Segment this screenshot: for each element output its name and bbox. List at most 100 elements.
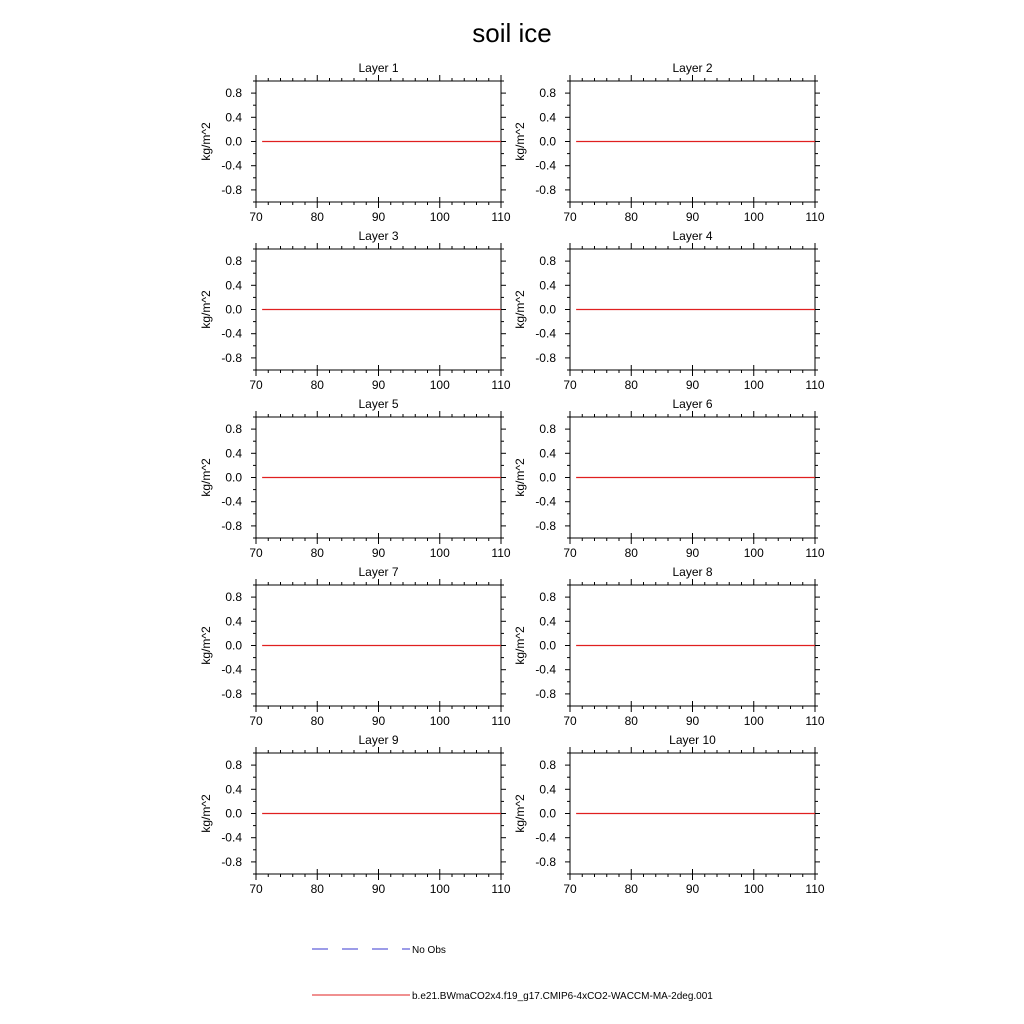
x-tick-label: 110 <box>805 714 824 728</box>
y-axis-label: kg/m^2 <box>513 122 527 161</box>
y-tick-label: 0.0 <box>225 807 242 821</box>
y-tick-label: -0.8 <box>221 687 242 701</box>
panel-title: Layer 5 <box>358 397 398 411</box>
y-tick-label: -0.8 <box>221 519 242 533</box>
x-tick-label: 90 <box>686 210 700 224</box>
x-tick-label: 90 <box>686 714 700 728</box>
y-tick-label: 0.0 <box>225 471 242 485</box>
y-axis-label: kg/m^2 <box>199 290 213 329</box>
panel-7: Layer 7 70 80 90 100 110 -0.8 -0.4 0.0 0.4 0.8 kg/m… <box>199 565 511 728</box>
y-tick-label: -0.8 <box>221 855 242 869</box>
x-tick-label: 90 <box>686 882 700 896</box>
y-tick-label: 0.0 <box>225 639 242 653</box>
y-tick-label: 0.4 <box>539 614 556 628</box>
panel-6: Layer 6 70 80 90 100 110 -0.8 -0.4 0.0 0.4 0.8 kg/m… <box>513 397 825 560</box>
panel-title: Layer 10 <box>669 733 716 747</box>
x-tick-label: 110 <box>805 546 824 560</box>
legend-obs-label: No Obs <box>412 945 446 956</box>
y-tick-label: 0.0 <box>225 135 242 149</box>
y-tick-label: -0.8 <box>221 183 242 197</box>
y-tick-label: 0.4 <box>539 446 556 460</box>
y-tick-label: -0.4 <box>221 495 242 509</box>
x-tick-label: 80 <box>311 378 325 392</box>
panel-5: Layer 5 70 80 90 100 110 -0.8 -0.4 0.0 0.4 0.8 kg/m… <box>199 397 511 560</box>
y-axis-label: kg/m^2 <box>199 458 213 497</box>
y-tick-label: 0.8 <box>539 758 556 772</box>
y-tick-label: 0.8 <box>539 86 556 100</box>
x-tick-label: 90 <box>372 378 386 392</box>
y-tick-label: 0.8 <box>225 758 242 772</box>
y-tick-label: 0.4 <box>225 782 242 796</box>
panel-title: Layer 8 <box>672 565 712 579</box>
y-tick-label: 0.0 <box>539 303 556 317</box>
panel-1: Layer 1 70 80 90 100 110 -0.8 -0.4 0.0 0.4 0.8 kg/m… <box>199 61 511 224</box>
panel-8: Layer 8 70 80 90 100 110 -0.8 -0.4 0.0 0.4 0.8 kg/m… <box>513 565 825 728</box>
x-tick-label: 90 <box>372 210 386 224</box>
y-tick-label: -0.8 <box>535 519 556 533</box>
x-tick-label: 80 <box>625 882 639 896</box>
y-tick-label: 0.8 <box>225 422 242 436</box>
y-tick-label: 0.0 <box>539 807 556 821</box>
x-tick-label: 90 <box>372 714 386 728</box>
x-tick-label: 70 <box>563 714 577 728</box>
x-tick-label: 100 <box>430 378 450 392</box>
x-tick-label: 100 <box>430 210 450 224</box>
y-tick-label: -0.8 <box>535 183 556 197</box>
x-tick-label: 80 <box>311 210 325 224</box>
y-tick-label: 0.4 <box>539 782 556 796</box>
x-tick-label: 80 <box>625 546 639 560</box>
panel-title: Layer 3 <box>358 229 398 243</box>
y-tick-label: -0.8 <box>535 855 556 869</box>
x-tick-label: 90 <box>686 378 700 392</box>
legend-model-label: b.e21.BWmaCO2x4.f19_g17.CMIP6-4xCO2-WACC… <box>412 991 713 1002</box>
x-tick-label: 110 <box>491 210 510 224</box>
y-axis-label: kg/m^2 <box>513 458 527 497</box>
y-axis-label: kg/m^2 <box>513 626 527 665</box>
x-tick-label: 70 <box>563 546 577 560</box>
y-tick-label: 0.8 <box>225 254 242 268</box>
y-tick-label: -0.4 <box>535 495 556 509</box>
x-tick-label: 100 <box>430 546 450 560</box>
x-tick-label: 70 <box>563 378 577 392</box>
y-tick-label: 0.0 <box>225 303 242 317</box>
x-tick-label: 80 <box>311 882 325 896</box>
x-tick-label: 110 <box>805 210 824 224</box>
y-tick-label: 0.4 <box>539 110 556 124</box>
x-tick-label: 70 <box>249 210 263 224</box>
x-tick-label: 90 <box>372 882 386 896</box>
x-tick-label: 100 <box>430 714 450 728</box>
panel-title: Layer 9 <box>358 733 398 747</box>
panel-grid: Layer 1 70 80 90 100 110 -0.8 -0.4 0.0 0.4 0.8 kg/m… <box>199 61 825 896</box>
panel-10: Layer 10 70 80 90 100 110 -0.8 -0.4 0.0 0.4 0.8 kg/… <box>513 733 825 896</box>
x-tick-label: 100 <box>744 882 764 896</box>
x-tick-label: 70 <box>249 546 263 560</box>
y-tick-label: -0.8 <box>221 351 242 365</box>
x-tick-label: 90 <box>686 546 700 560</box>
panel-4: Layer 4 70 80 90 100 110 -0.8 -0.4 0.0 0.4 0.8 kg/m… <box>513 229 825 392</box>
y-tick-label: 0.4 <box>539 278 556 292</box>
y-axis-label: kg/m^2 <box>199 626 213 665</box>
x-tick-label: 70 <box>563 210 577 224</box>
figure-title: soil ice <box>472 18 551 48</box>
y-axis-label: kg/m^2 <box>199 122 213 161</box>
x-tick-label: 80 <box>311 546 325 560</box>
x-tick-label: 80 <box>311 714 325 728</box>
legend: No Obs b.e21.BWmaCO2x4.f19_g17.CMIP6-4xC… <box>312 945 713 1002</box>
panel-title: Layer 2 <box>672 61 712 75</box>
y-tick-label: 0.8 <box>539 422 556 436</box>
panel-title: Layer 1 <box>358 61 398 75</box>
x-tick-label: 110 <box>491 882 510 896</box>
panel-title: Layer 6 <box>672 397 712 411</box>
y-tick-label: -0.4 <box>535 831 556 845</box>
x-tick-label: 100 <box>430 882 450 896</box>
y-tick-label: 0.8 <box>539 254 556 268</box>
x-tick-label: 100 <box>744 546 764 560</box>
panel-3: Layer 3 70 80 90 100 110 -0.8 -0.4 0.0 0.4 0.8 kg/m… <box>199 229 511 392</box>
y-tick-label: 0.4 <box>225 614 242 628</box>
y-tick-label: 0.0 <box>539 135 556 149</box>
y-tick-label: 0.4 <box>225 110 242 124</box>
y-tick-label: 0.0 <box>539 471 556 485</box>
x-tick-label: 80 <box>625 378 639 392</box>
y-tick-label: 0.0 <box>539 639 556 653</box>
